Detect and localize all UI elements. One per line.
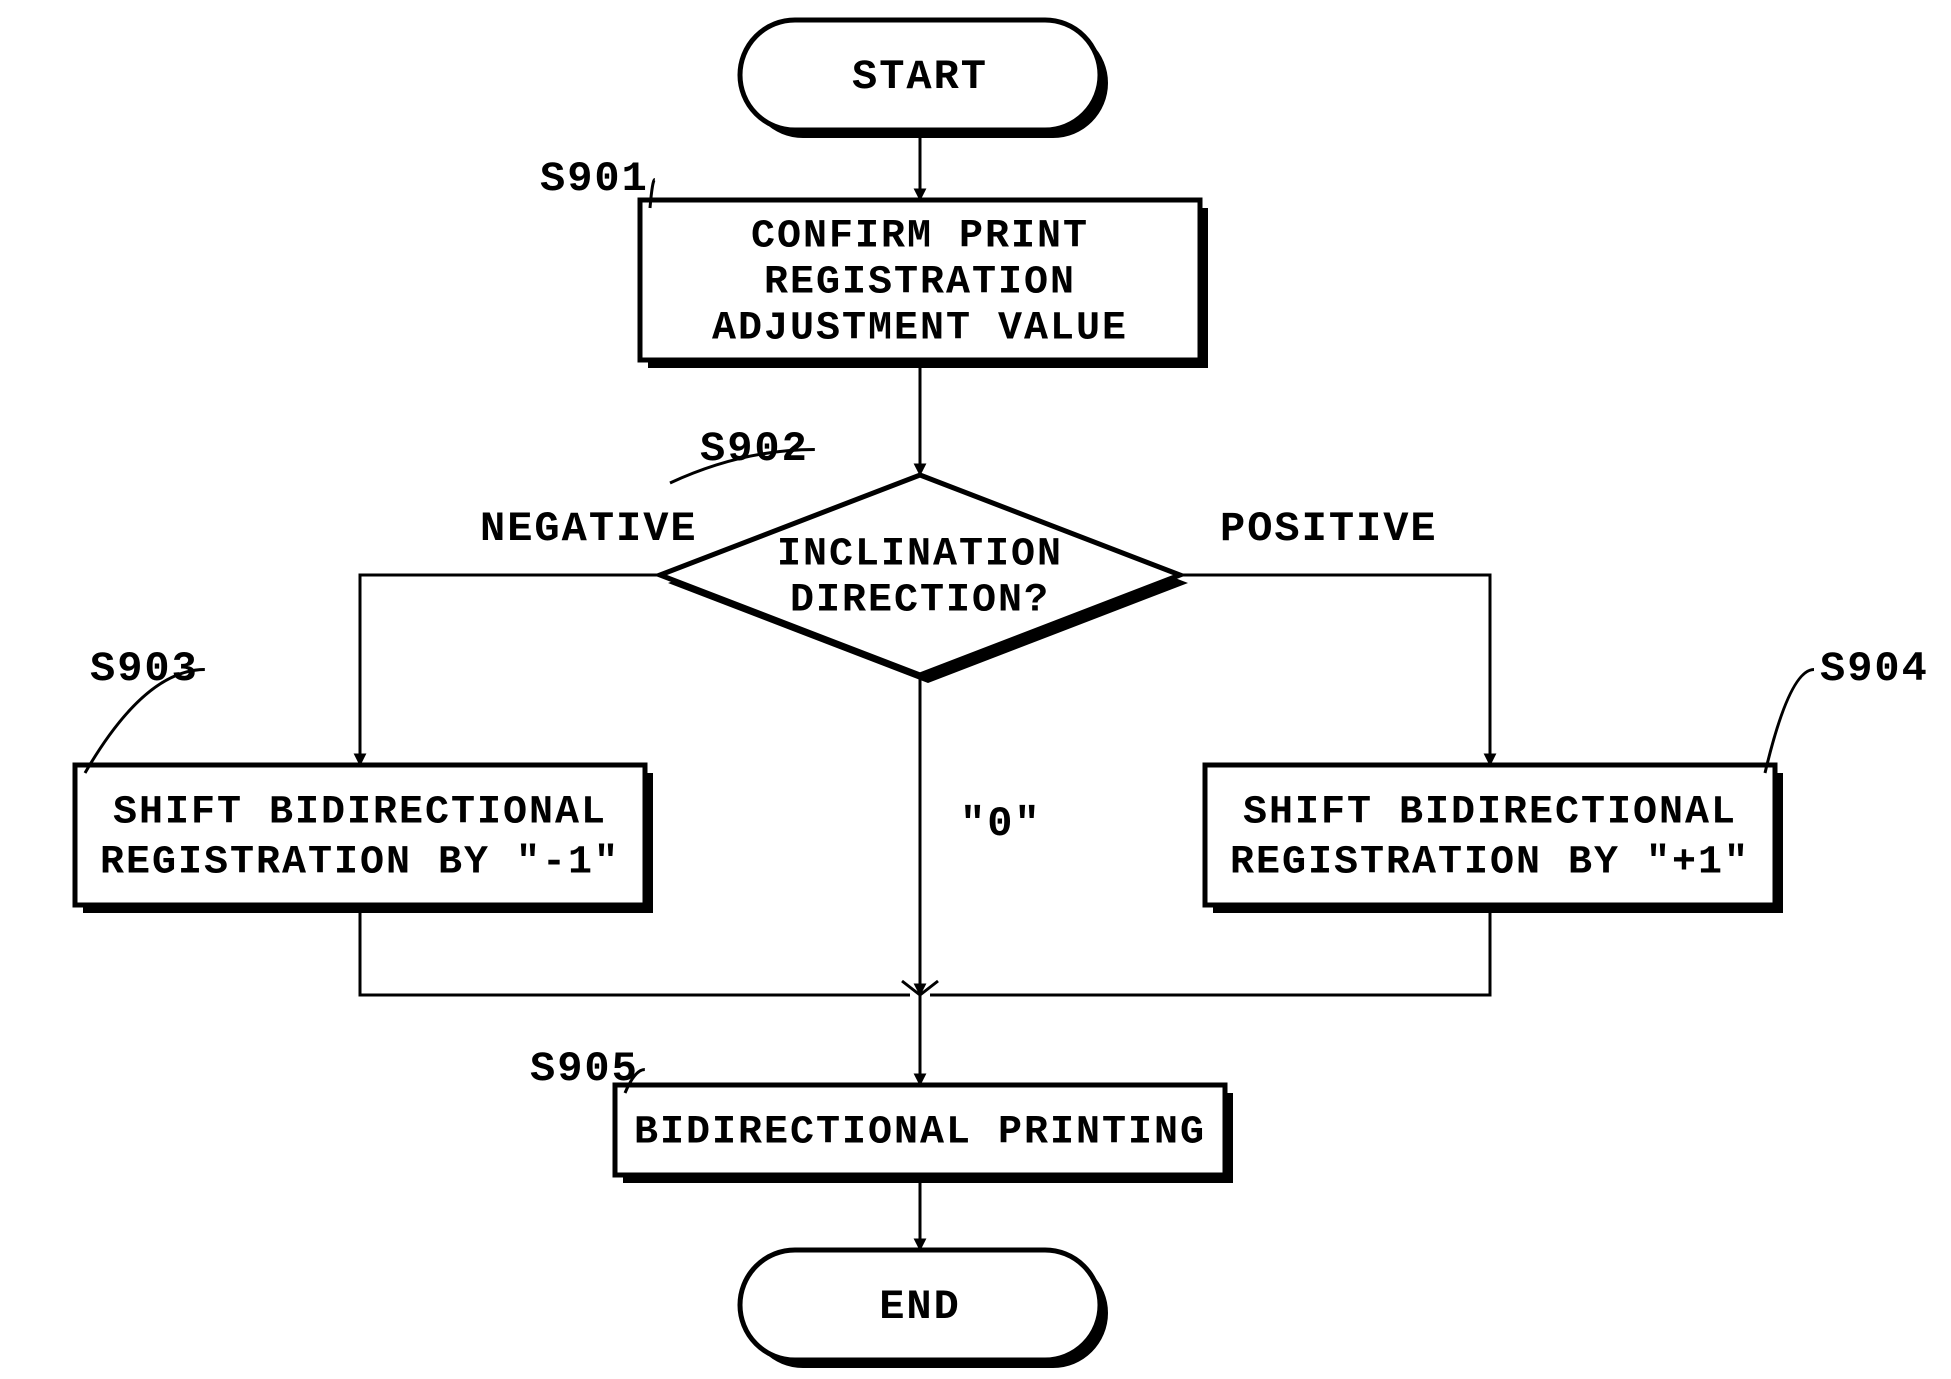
- edge-s904-merge: [930, 905, 1490, 995]
- s904-step-label: S904: [1820, 645, 1929, 693]
- s903-label-line: REGISTRATION BY "-1": [100, 841, 620, 886]
- end-label: END: [879, 1283, 961, 1331]
- s901-step-label: S901: [540, 155, 649, 203]
- s905-label-line: BIDIRECTIONAL PRINTING: [634, 1111, 1206, 1156]
- edge-s902-s903: [360, 575, 660, 765]
- s904-label-line: SHIFT BIDIRECTIONAL: [1243, 791, 1737, 836]
- edge-s902-s904: [1180, 575, 1490, 765]
- s903-step-label: S903: [90, 645, 199, 693]
- s902-label-line: INCLINATION: [777, 533, 1063, 578]
- edge-s903-merge: [360, 905, 910, 995]
- flowchart-canvas: NEGATIVEPOSITIVE"0"STARTCONFIRM PRINTREG…: [0, 0, 1951, 1379]
- s901-label-line: CONFIRM PRINT: [751, 215, 1089, 260]
- s901-label-line: ADJUSTMENT VALUE: [712, 307, 1128, 352]
- start-label: START: [852, 53, 988, 101]
- s902-label-line: DIRECTION?: [790, 579, 1050, 624]
- s905-step-label: S905: [530, 1045, 639, 1093]
- s903-label-line: SHIFT BIDIRECTIONAL: [113, 791, 607, 836]
- s901-label-line: REGISTRATION: [764, 261, 1076, 306]
- nodes-layer: START CONFIRM PRINTREGISTRATIONADJUSTMENT…: [75, 20, 1929, 1368]
- s904-label-line: REGISTRATION BY "+1": [1230, 841, 1750, 886]
- s904-step-leader: [1765, 670, 1814, 774]
- edge-label: NEGATIVE: [480, 505, 698, 553]
- edge-label: "0": [960, 800, 1042, 848]
- edge-label: POSITIVE: [1220, 505, 1438, 553]
